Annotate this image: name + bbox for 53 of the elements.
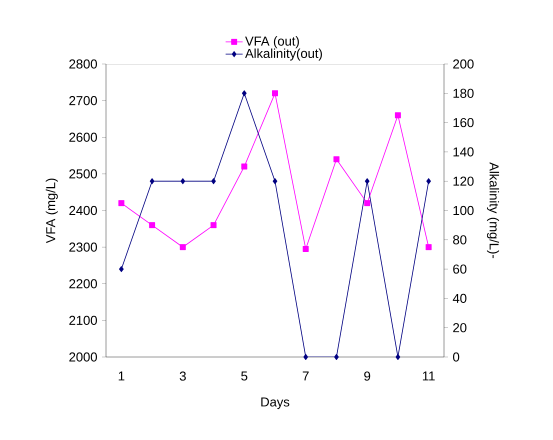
y-tick-label: 2800 bbox=[69, 59, 97, 69]
x-tick-label: 7 bbox=[302, 372, 309, 380]
y2-tick-label: 100 bbox=[454, 206, 474, 216]
y-tick-label: 2400 bbox=[69, 206, 97, 216]
y-tick-label: 2500 bbox=[69, 169, 97, 178]
y-tick-label: 2600 bbox=[69, 132, 97, 142]
y2-tick-label: 0 bbox=[453, 352, 460, 362]
x-tick-label: 9 bbox=[364, 372, 370, 381]
point bbox=[242, 90, 247, 96]
y2-tick-label: 180 bbox=[454, 88, 474, 98]
point bbox=[364, 200, 370, 206]
y2-tick-label: 60 bbox=[453, 264, 466, 274]
point bbox=[149, 222, 156, 228]
point bbox=[426, 178, 431, 184]
legend-label: VFA (out) bbox=[245, 36, 299, 48]
point bbox=[333, 156, 340, 162]
x-axis-title: Days bbox=[261, 398, 290, 410]
point bbox=[364, 178, 370, 184]
point bbox=[272, 178, 278, 184]
point bbox=[118, 200, 124, 206]
point bbox=[119, 266, 124, 272]
point bbox=[150, 178, 154, 184]
point bbox=[180, 178, 186, 184]
y2-tick-label: 80 bbox=[453, 235, 466, 244]
y-tick-label: 2200 bbox=[69, 279, 97, 288]
y-tick-label: 2000 bbox=[69, 352, 97, 362]
legend-label: Alkalinity(out) bbox=[245, 48, 322, 61]
y2-axis-title: Alkalinity (mg/L)- bbox=[486, 162, 500, 258]
point bbox=[426, 244, 432, 250]
point bbox=[210, 222, 217, 228]
point bbox=[394, 112, 401, 118]
y2-tick-label: 140 bbox=[454, 147, 474, 156]
y-tick-label: 2300 bbox=[69, 242, 97, 252]
point bbox=[334, 354, 339, 360]
y2-tick-label: 40 bbox=[452, 294, 466, 303]
x-tick-label: 5 bbox=[241, 372, 248, 381]
x-tick-label: 11 bbox=[422, 372, 435, 380]
point bbox=[396, 354, 400, 360]
point bbox=[302, 246, 309, 252]
x-tick-label: 1 bbox=[118, 372, 124, 380]
point bbox=[241, 164, 248, 170]
x-tick-label: 3 bbox=[180, 372, 186, 381]
y-axis-title: VFA (mg/L) bbox=[46, 178, 58, 244]
y2-tick-label: 120 bbox=[454, 176, 474, 186]
y2-tick-label: 200 bbox=[453, 59, 474, 69]
y-tick-label: 2100 bbox=[69, 316, 97, 325]
y-tick-label: 2700 bbox=[69, 96, 97, 106]
point bbox=[303, 354, 308, 360]
point bbox=[180, 244, 186, 250]
point bbox=[272, 90, 278, 96]
y2-tick-label: 160 bbox=[454, 118, 474, 128]
y2-tick-label: 20 bbox=[453, 323, 466, 332]
point bbox=[211, 178, 216, 184]
